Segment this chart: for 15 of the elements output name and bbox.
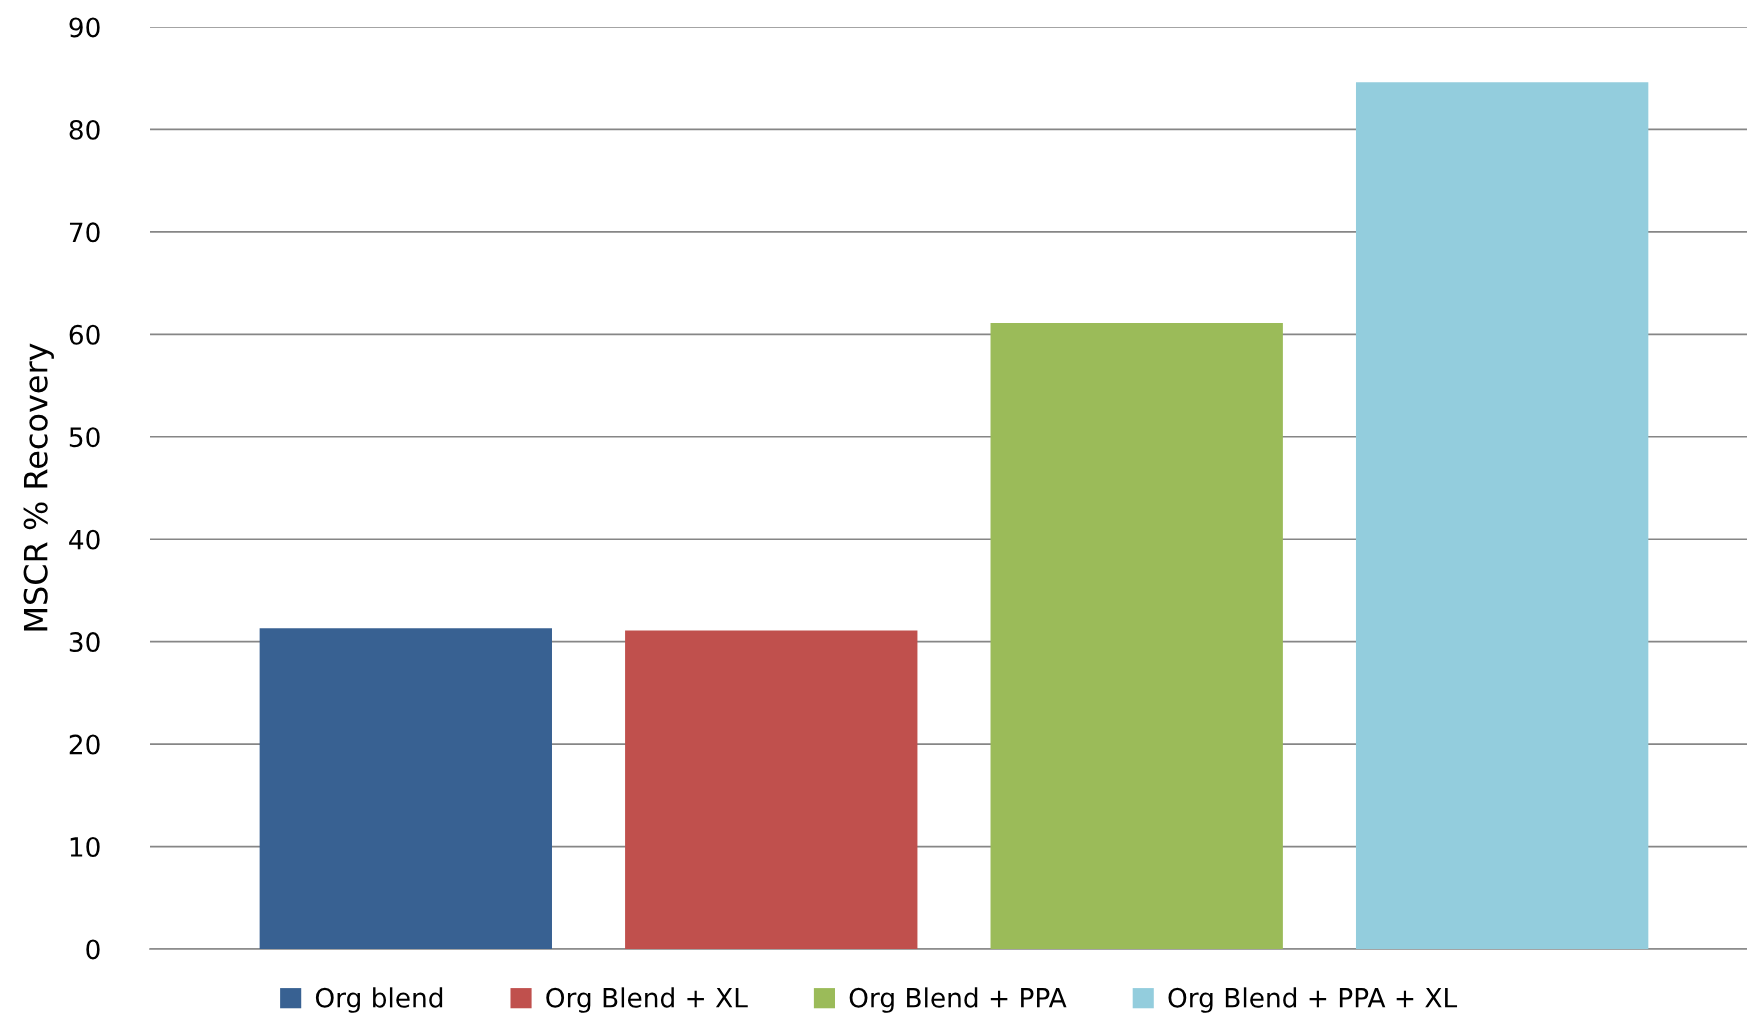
y-tick-label: 20 [69, 734, 100, 755]
y-tick-label: 60 [69, 324, 100, 345]
y-tick-label: 10 [70, 837, 100, 857]
y-tick-label: 90 [69, 17, 100, 38]
legend-label: Org Blend + PPA [849, 987, 1067, 1013]
y-tick-label: 50 [69, 427, 100, 448]
y-tick-label: 70 [69, 222, 100, 243]
legend-label: Org Blend + XL [546, 987, 748, 1013]
y-axis-title: MSCR % Recovery [23, 343, 54, 631]
y-tick-label: 30 [69, 632, 100, 653]
y-tick-label: 80 [69, 119, 100, 140]
legend-label: Org Blend + PPA + XL [1168, 987, 1458, 1013]
y-tick-label: 40 [69, 529, 100, 550]
y-tick-label: 0 [86, 939, 100, 960]
legend-label: Org blend [315, 987, 443, 1013]
